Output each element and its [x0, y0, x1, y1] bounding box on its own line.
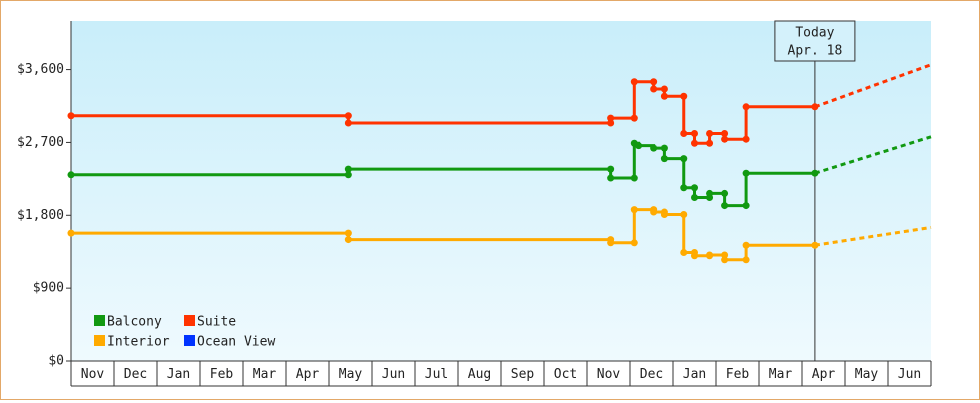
price-point	[650, 85, 658, 93]
price-point	[650, 208, 658, 216]
price-point	[630, 239, 638, 247]
price-point	[680, 184, 688, 192]
price-point	[67, 229, 75, 237]
y-tick-label: $3,600	[17, 62, 64, 77]
legend-swatch	[94, 315, 105, 326]
price-point	[721, 256, 729, 264]
price-point	[67, 171, 75, 179]
price-point	[742, 135, 750, 143]
month-label: Mar	[769, 367, 793, 382]
price-point	[742, 169, 750, 177]
price-point	[630, 114, 638, 122]
price-point	[706, 139, 714, 147]
forecast-line	[814, 225, 932, 247]
price-point	[691, 193, 698, 201]
price-point	[344, 112, 352, 120]
price-point	[721, 135, 729, 143]
price-point	[630, 78, 638, 86]
price-point	[607, 119, 615, 127]
month-label: May	[339, 367, 363, 382]
plot-area	[71, 21, 931, 361]
price-point	[721, 189, 729, 197]
month-label: Dec	[124, 367, 147, 382]
today-box	[774, 20, 856, 62]
price-point	[344, 165, 352, 173]
month-label: Mar	[253, 367, 277, 382]
today-date: Apr. 18	[788, 44, 843, 59]
legend-swatch	[184, 315, 195, 326]
price-point	[660, 210, 668, 218]
legend-swatch	[94, 335, 105, 346]
month-label: Jan	[167, 367, 190, 382]
price-point	[607, 114, 615, 122]
price-point	[742, 241, 750, 249]
y-tick-label: $2,700	[17, 135, 64, 150]
legend-label: Balcony	[107, 315, 162, 330]
price-point	[691, 184, 698, 192]
y-tick-label: $0	[48, 354, 64, 369]
month-label: Jun	[382, 367, 405, 382]
price-point	[660, 92, 668, 100]
price-point	[344, 229, 352, 237]
price-point	[706, 130, 714, 138]
month-label: Oct	[554, 367, 577, 382]
price-point	[691, 252, 698, 260]
price-point	[660, 85, 668, 93]
y-tick-label: $900	[33, 281, 64, 296]
price-point	[680, 210, 688, 218]
month-label: Feb	[210, 367, 234, 382]
price-point	[650, 78, 658, 86]
price-point	[660, 155, 668, 163]
legend-swatch	[184, 335, 195, 346]
price-point	[344, 236, 352, 244]
price-point	[742, 256, 750, 264]
price-point	[680, 92, 688, 100]
price-point	[607, 165, 615, 173]
price-point	[607, 174, 615, 182]
legend-label: Interior	[107, 335, 170, 350]
month-label: Aug	[468, 367, 491, 382]
price-point	[721, 130, 729, 138]
price-point	[650, 144, 658, 152]
price-point	[607, 239, 615, 247]
forecast-line	[814, 135, 932, 175]
price-point	[344, 119, 352, 127]
month-label: Jul	[425, 367, 448, 382]
price-point	[691, 130, 698, 138]
today-label: Today	[795, 26, 834, 41]
price-point	[660, 144, 668, 152]
price-point	[630, 174, 638, 182]
month-label: Feb	[726, 367, 750, 382]
month-label: Sep	[511, 367, 535, 382]
price-point	[706, 189, 714, 197]
forecast-line	[814, 63, 932, 109]
month-label: Jun	[898, 367, 921, 382]
price-point	[721, 251, 729, 259]
price-point	[630, 206, 638, 214]
price-point	[680, 130, 688, 138]
month-label: Apr	[812, 367, 836, 382]
price-point	[742, 103, 750, 111]
month-label: Dec	[640, 367, 663, 382]
price-point	[706, 251, 714, 259]
legend-label: Ocean View	[197, 335, 275, 350]
price-point	[635, 142, 643, 150]
price-point	[67, 112, 75, 120]
price-point	[680, 249, 688, 257]
month-label: Jan	[683, 367, 706, 382]
month-label: Apr	[296, 367, 320, 382]
price-point	[691, 139, 698, 147]
month-label: Nov	[597, 367, 621, 382]
price-point	[680, 155, 688, 163]
price-point	[721, 202, 729, 210]
y-tick-label: $1,800	[17, 208, 64, 223]
price-point	[742, 202, 750, 210]
price-point	[344, 171, 352, 179]
month-label: May	[855, 367, 879, 382]
legend-label: Suite	[197, 315, 236, 330]
month-label: Nov	[81, 367, 105, 382]
